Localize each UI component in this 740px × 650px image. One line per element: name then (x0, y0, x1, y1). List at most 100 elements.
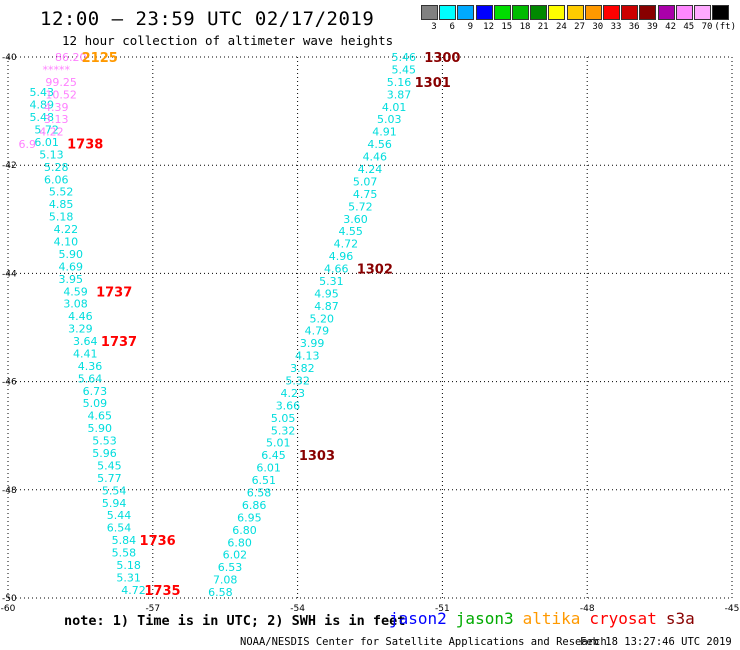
scale-swatch (566, 5, 584, 20)
data-point-label: 3.99 (300, 337, 325, 350)
scale-swatch (657, 5, 675, 20)
data-point-label: 5.32 (271, 424, 296, 437)
scale-label: (ft) (714, 22, 737, 32)
data-point-label: ***** (43, 63, 71, 76)
data-point-label: 86.20 (55, 51, 87, 64)
y-tick-label: -44 (2, 269, 17, 279)
data-point-label: 5.31 (319, 275, 344, 288)
data-point-label: 5.07 (353, 175, 378, 188)
data-point-label: 5.54 (102, 484, 127, 497)
legend-entry: cryosat (589, 609, 657, 628)
scale-label: 27 (574, 22, 586, 32)
data-point-label: 3.82 (290, 362, 315, 375)
scale-swatch (439, 5, 457, 20)
time-label: 1737 (96, 285, 132, 300)
data-point-label: 5.28 (44, 161, 69, 174)
legend-entry: s3a (665, 609, 695, 628)
scale-swatch (584, 5, 602, 20)
scale-swatch (457, 5, 475, 20)
x-tick-label: -54 (290, 604, 305, 614)
data-point-label: 5.31 (116, 571, 141, 584)
data-point-label: 5.18 (49, 211, 74, 224)
data-point-label: 4.22 (39, 126, 64, 139)
data-point-label: 6.73 (83, 385, 108, 398)
data-point-label: 4.91 (372, 126, 397, 139)
data-point-label: 5.13 (39, 148, 64, 161)
data-point-label: 4.13 (295, 350, 320, 363)
data-point-label: 3.66 (276, 399, 301, 412)
data-point-label: 4.22 (54, 223, 79, 236)
data-point-label: 6.86 (242, 499, 267, 512)
data-point-label: 7.08 (213, 574, 238, 587)
data-point-label: 6.45 (261, 449, 286, 462)
legend-entry: jason3 (455, 609, 514, 628)
data-point-label: 4.10 (54, 235, 79, 248)
data-point-label: 3.13 (44, 113, 69, 126)
data-point-label: 4.46 (68, 310, 93, 323)
scale-label: 33 (610, 22, 622, 32)
data-point-label: 4.69 (58, 260, 83, 273)
data-point-label: 5.84 (112, 534, 137, 547)
data-point-label: 6.95 (237, 511, 262, 524)
scale-label: 70 (701, 22, 713, 32)
data-point-label: 6.54 (107, 522, 132, 535)
data-point-label: 5.20 (309, 312, 334, 325)
chart-note: note: 1) Time is in UTC; 2) SWH is in fe… (64, 613, 406, 629)
data-point-label: 6.01 (256, 462, 281, 475)
data-point-label: 4.72 (334, 238, 359, 251)
data-point-label: 6.80 (232, 524, 257, 537)
scale-swatch (530, 5, 548, 20)
data-point-label: 4.56 (367, 138, 392, 151)
scale-swatch (493, 5, 511, 20)
data-point-label: 3.95 (58, 273, 83, 286)
time-label: 1738 (67, 138, 103, 153)
data-point-label: 5.46 (392, 51, 417, 64)
time-label: 1302 (357, 263, 393, 278)
data-point-label: 4.65 (87, 410, 112, 423)
scale-label: 9 (467, 22, 474, 32)
data-point-label: 4.24 (358, 163, 383, 176)
scale-label: 12 (483, 22, 495, 32)
time-label: 1300 (424, 51, 460, 66)
data-point-label: 5.72 (348, 200, 373, 213)
x-tick-label: -60 (1, 604, 16, 614)
legend-entry: altika (522, 609, 581, 628)
data-point-label: 5.58 (112, 547, 137, 560)
legend-entry: jason2 (389, 609, 447, 628)
data-point-label: 5.94 (102, 497, 127, 510)
scale-label: 3 (431, 22, 437, 32)
data-point-label: 6.9 (19, 138, 37, 151)
data-point-label: 5.72 (34, 123, 59, 136)
scale-label: 6 (449, 22, 455, 32)
scale-swatch (512, 5, 529, 20)
scale-swatch (712, 5, 730, 20)
timestamp-text: Feb 18 13:27:46 UTC 2019 (580, 636, 732, 648)
data-point-label: 6.58 (208, 586, 233, 599)
x-tick-label: -45 (725, 604, 740, 614)
data-point-label: 6.01 (34, 136, 59, 149)
data-point-label: 4.01 (382, 101, 407, 114)
data-point-label: 4.79 (305, 325, 330, 338)
scale-swatch (603, 5, 620, 20)
data-point-label: 4.46 (363, 151, 388, 164)
time-label: 1303 (299, 449, 335, 464)
satellite-legend: jason2 jason3 altika cryosat s3a (389, 609, 704, 628)
data-point-label: 5.53 (92, 435, 117, 448)
data-point-label: 3.87 (387, 88, 412, 101)
data-point-label: 5.09 (83, 397, 108, 410)
scale-label: 42 (665, 22, 677, 32)
data-point-label: 3.60 (343, 213, 368, 226)
data-point-label: 4.85 (49, 198, 74, 211)
time-label: 1735 (144, 584, 180, 599)
chart-subtitle: 12 hour collection of altimeter wave hei… (62, 33, 394, 48)
scale-swatch (639, 5, 657, 20)
data-point-label: 6.53 (218, 561, 243, 574)
y-tick-label: -48 (2, 486, 17, 496)
data-point-label: 4.55 (338, 225, 363, 238)
scale-label: 45 (683, 22, 695, 32)
time-label: 1736 (140, 534, 176, 549)
data-point-label: 4.23 (281, 387, 306, 400)
y-tick-label: -40 (2, 53, 17, 63)
scale-label: 21 (537, 22, 549, 32)
data-point-label: 5.45 (392, 63, 417, 76)
